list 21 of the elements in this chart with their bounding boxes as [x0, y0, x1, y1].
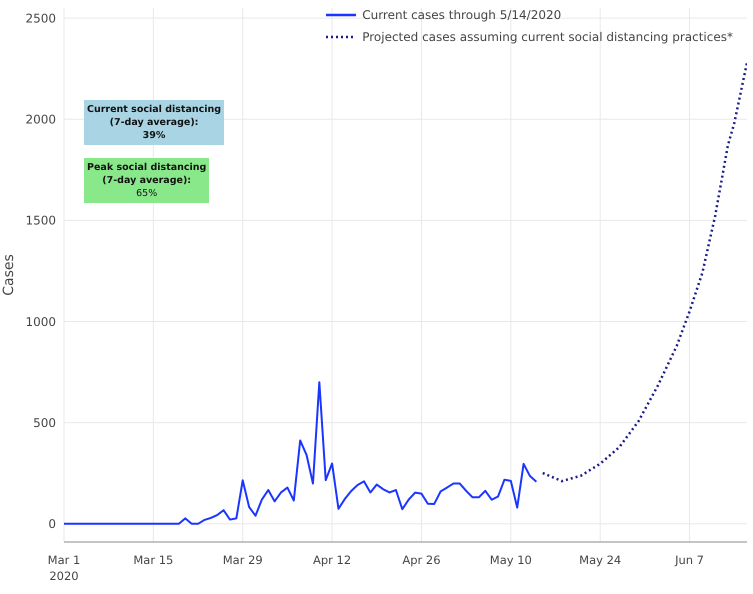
label-box: Peak social distancing (7-day average): 65% [84, 158, 210, 203]
x-tick-label: Mar 29 [222, 553, 263, 567]
y-tick-label: 0 [48, 517, 56, 532]
y-tick-label: 2000 [25, 112, 56, 127]
label-box: Current social distancing (7-day average): 39% [84, 100, 224, 145]
x-tick-label: Apr 26 [402, 553, 441, 567]
x-tick-label: May 24 [579, 553, 622, 567]
line-series [64, 381, 538, 525]
x-tick-label: Apr 12 [313, 553, 352, 567]
y-tick-label: 500 [33, 416, 56, 430]
line-series [541, 61, 747, 482]
y-axis-title: Cases [0, 254, 17, 296]
x-tick-label: Mar 15 [133, 553, 174, 567]
legend-label: Projected cases assuming current social distancing practices* [362, 29, 733, 46]
x-tick-label: Jun 7 [674, 553, 704, 567]
x-tick-label: Mar 1 2020 [48, 553, 80, 583]
y-tick-label: 1500 [25, 214, 56, 228]
x-tick-label: May 10 [490, 553, 532, 567]
y-tick-label: 2500 [25, 11, 56, 26]
y-tick-label: 1000 [25, 314, 56, 329]
legend-label: Current cases through 5/14/2020 [362, 7, 562, 24]
